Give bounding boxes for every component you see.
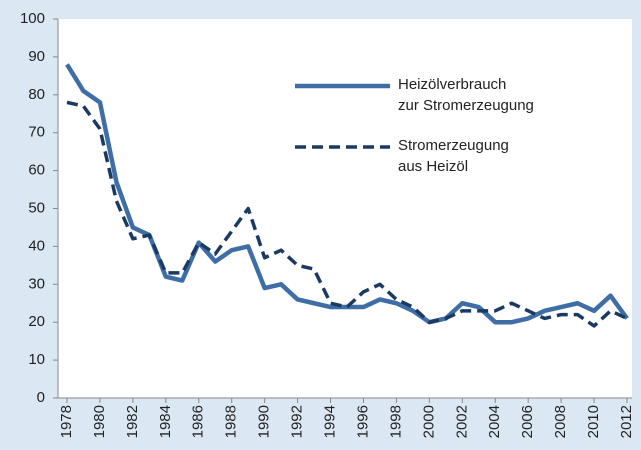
x-tick-label: 1982: [124, 405, 141, 438]
y-tick-label: 0: [37, 389, 45, 406]
legend-label: Stromerzeugung aus Heizöl: [398, 137, 509, 175]
x-tick-label: 2004: [486, 405, 503, 438]
x-tick-label: 2012: [618, 405, 635, 438]
y-tick-label: 70: [28, 124, 45, 141]
x-tick-label: 2008: [552, 405, 569, 438]
x-tick-label: 2000: [420, 405, 437, 438]
x-tick-label: 1992: [289, 405, 306, 438]
y-tick-label: 30: [28, 275, 45, 292]
x-tick-label: 1996: [354, 405, 371, 438]
x-tick-label: 1984: [157, 405, 174, 438]
x-tick-label: 1988: [223, 405, 240, 438]
y-tick-label: 80: [28, 86, 45, 103]
y-tick-label: 60: [28, 162, 45, 179]
y-tick-label: 100: [20, 10, 45, 27]
legend-label: Heizölverbrauch zur Stromerzeugung: [398, 76, 534, 114]
y-tick-label: 20: [28, 313, 45, 330]
y-tick-label: 90: [28, 48, 45, 65]
x-tick-label: 2006: [519, 405, 536, 438]
y-tick-label: 40: [28, 237, 45, 254]
y-tick-label: 50: [28, 199, 45, 216]
x-tick-label: 1986: [190, 405, 207, 438]
x-tick-label: 1990: [256, 405, 273, 438]
x-tick-label: 1978: [58, 405, 75, 438]
x-tick-label: 2002: [453, 405, 470, 438]
x-tick-label: 2010: [585, 405, 602, 438]
series-line: [66, 100, 628, 328]
plot-area: [58, 19, 632, 398]
x-tick-label: 1998: [387, 405, 404, 438]
x-tick-label: 1994: [321, 405, 338, 438]
y-tick-label: 10: [28, 351, 45, 368]
x-tick-label: 1980: [91, 405, 108, 438]
